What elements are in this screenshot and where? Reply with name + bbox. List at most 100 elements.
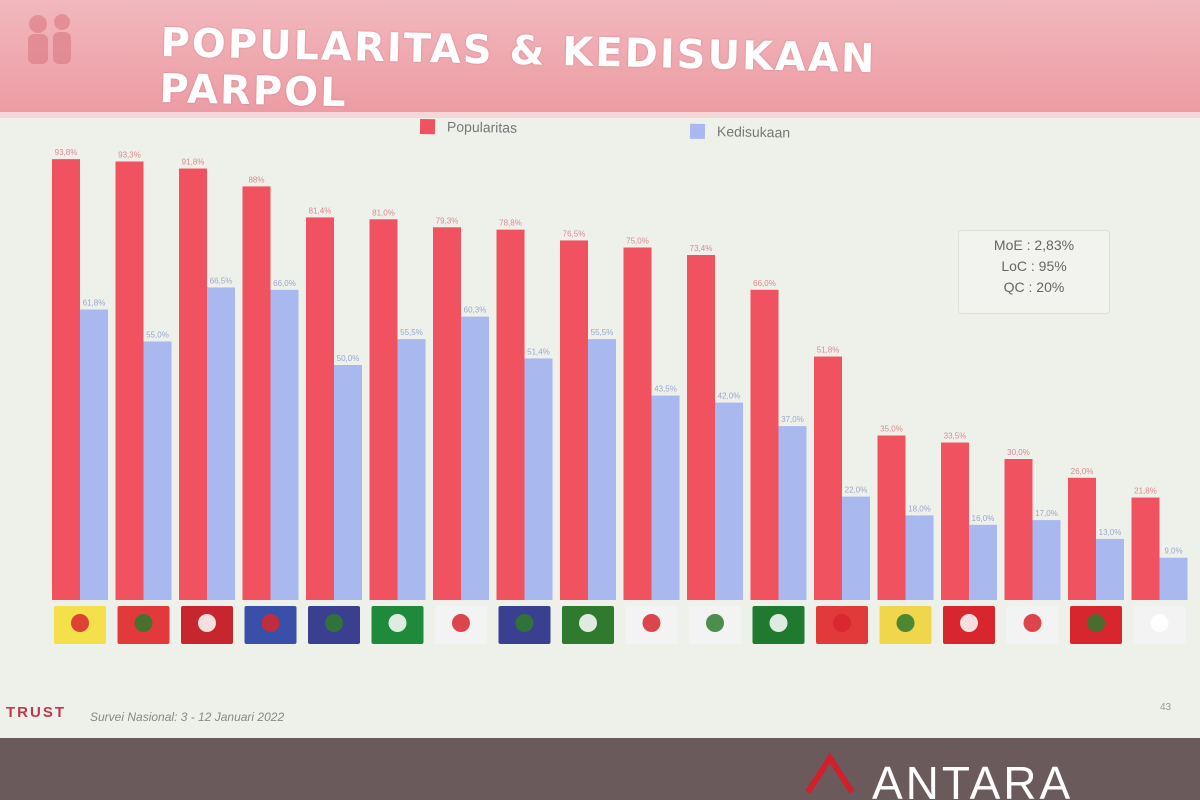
bar-kedisukaan: [651, 395, 680, 600]
data-label-kedisukaan: 16,0%: [972, 514, 995, 523]
data-label-popularitas: 30,0%: [1007, 448, 1030, 457]
survey-note: Survei Nasional: 3 - 12 Januari 2022: [90, 710, 285, 724]
bar-popularitas: [814, 356, 842, 600]
bar-popularitas: [433, 227, 461, 601]
data-label-popularitas: 33,5%: [944, 432, 967, 441]
data-label-kedisukaan: 43,5%: [654, 385, 677, 394]
data-label-popularitas: 81,4%: [309, 206, 332, 215]
data-label-kedisukaan: 61,8%: [83, 299, 106, 308]
bar-popularitas: [560, 240, 588, 600]
bar-kedisukaan: [842, 496, 870, 600]
party-emblem-icon: [325, 614, 343, 632]
bar-kedisukaan: [524, 358, 553, 600]
bar-popularitas: [52, 159, 80, 600]
data-label-popularitas: 75,0%: [626, 237, 649, 246]
bar-popularitas: [369, 219, 398, 601]
data-label-kedisukaan: 17,0%: [1035, 509, 1058, 518]
data-label-kedisukaan: 50,0%: [337, 354, 360, 363]
bar-kedisukaan: [905, 515, 934, 600]
bar-popularitas: [750, 289, 779, 600]
bar-popularitas: [687, 255, 715, 600]
bar-kedisukaan: [778, 426, 807, 600]
bar-kedisukaan: [397, 339, 426, 600]
trust-logo: TRUST: [6, 704, 66, 721]
qc-text: QC : 20%: [1003, 279, 1065, 295]
bar-popularitas: [179, 168, 207, 601]
data-label-popularitas: 35,0%: [880, 425, 903, 434]
bar-popularitas: [242, 186, 271, 600]
data-label-popularitas: 93,3%: [118, 150, 141, 159]
bar-popularitas: [306, 217, 334, 601]
party-emblem-icon: [1087, 614, 1105, 632]
bar-kedisukaan: [588, 339, 616, 600]
bar-kedisukaan: [207, 287, 235, 600]
data-label-popularitas: 76,5%: [563, 229, 586, 238]
bar-popularitas: [1004, 459, 1033, 600]
data-label-popularitas: 21,8%: [1134, 487, 1157, 496]
bar-kedisukaan: [715, 402, 743, 600]
page-number: 43: [1160, 702, 1172, 713]
party-emblem-icon: [833, 614, 851, 632]
party-emblem-icon: [960, 614, 978, 632]
bar-popularitas: [115, 161, 144, 601]
data-label-popularitas: 26,0%: [1071, 467, 1094, 476]
data-label-kedisukaan: 55,5%: [591, 328, 614, 337]
data-label-kedisukaan: 51,4%: [527, 347, 550, 356]
data-label-popularitas: 73,4%: [690, 244, 713, 253]
party-emblem-icon: [198, 614, 216, 632]
data-label-kedisukaan: 42,0%: [718, 392, 741, 401]
moe-text: MoE : 2,83%: [993, 237, 1075, 253]
bar-kedisukaan: [1032, 520, 1061, 600]
title-underline: [0, 112, 1200, 118]
bar-popularitas: [1131, 497, 1160, 600]
bar-chart: 93,8% 61,8% 93,3% 55,0% 91,8% 66,5% 88% 66,0% 81…: [52, 148, 1188, 644]
bar-popularitas: [941, 442, 969, 600]
data-label-popularitas: 81,0%: [372, 208, 395, 217]
data-label-kedisukaan: 18,0%: [908, 504, 931, 513]
party-emblem-icon: [706, 614, 724, 632]
data-label-kedisukaan: 9,0%: [1164, 547, 1182, 556]
bar-kedisukaan: [969, 524, 997, 600]
watermark-text: ANTARA: [872, 757, 1074, 800]
party-emblem-icon: [579, 614, 597, 632]
data-label-kedisukaan: 22,0%: [845, 486, 868, 495]
party-emblem-icon: [515, 614, 534, 632]
data-label-popularitas: 66,0%: [753, 279, 776, 288]
antara-mark-icon: [805, 752, 855, 794]
data-label-popularitas: 93,8%: [55, 148, 78, 157]
bar-kedisukaan: [461, 316, 489, 600]
bar-popularitas: [623, 247, 652, 600]
data-label-kedisukaan: 13,0%: [1099, 528, 1122, 537]
party-emblem-icon: [261, 614, 280, 632]
title-band: POPULARITAS & KEDISUKAAN PARPOL: [0, 0, 1200, 118]
data-label-popularitas: 88%: [248, 175, 264, 184]
party-emblem-icon: [1150, 614, 1169, 632]
party-emblem-icon: [452, 614, 470, 632]
bar-kedisukaan: [80, 309, 108, 600]
stats-box: MoE : 2,83% LoC : 95% QC : 20%: [958, 230, 1110, 314]
data-label-kedisukaan: 66,5%: [210, 276, 233, 285]
bar-popularitas: [1068, 477, 1096, 600]
party-emblem-icon: [71, 614, 89, 632]
data-label-popularitas: 78,8%: [499, 219, 522, 228]
bar-kedisukaan: [270, 289, 299, 600]
data-label-popularitas: 91,8%: [182, 158, 205, 167]
bar-popularitas: [877, 435, 906, 600]
party-emblem-icon: [896, 614, 915, 632]
data-label-kedisukaan: 66,0%: [273, 279, 296, 288]
bar-popularitas: [496, 229, 525, 600]
data-label-kedisukaan: 55,5%: [400, 328, 423, 337]
party-emblem-icon: [134, 614, 153, 632]
party-emblem-icon: [642, 614, 661, 632]
data-label-popularitas: 51,8%: [817, 346, 840, 355]
party-emblem-icon: [769, 614, 788, 632]
bar-kedisukaan: [1096, 538, 1124, 600]
bar-kedisukaan: [143, 341, 172, 600]
bar-kedisukaan: [334, 365, 362, 600]
bar-kedisukaan: [1159, 557, 1188, 600]
data-label-kedisukaan: 37,0%: [781, 415, 804, 424]
data-label-kedisukaan: 60,3%: [464, 306, 487, 315]
people-icon: [28, 14, 71, 64]
slide: POPULARITAS & KEDISUKAAN PARPOL Populari…: [0, 0, 1200, 738]
data-label-kedisukaan: 55,0%: [146, 331, 169, 340]
